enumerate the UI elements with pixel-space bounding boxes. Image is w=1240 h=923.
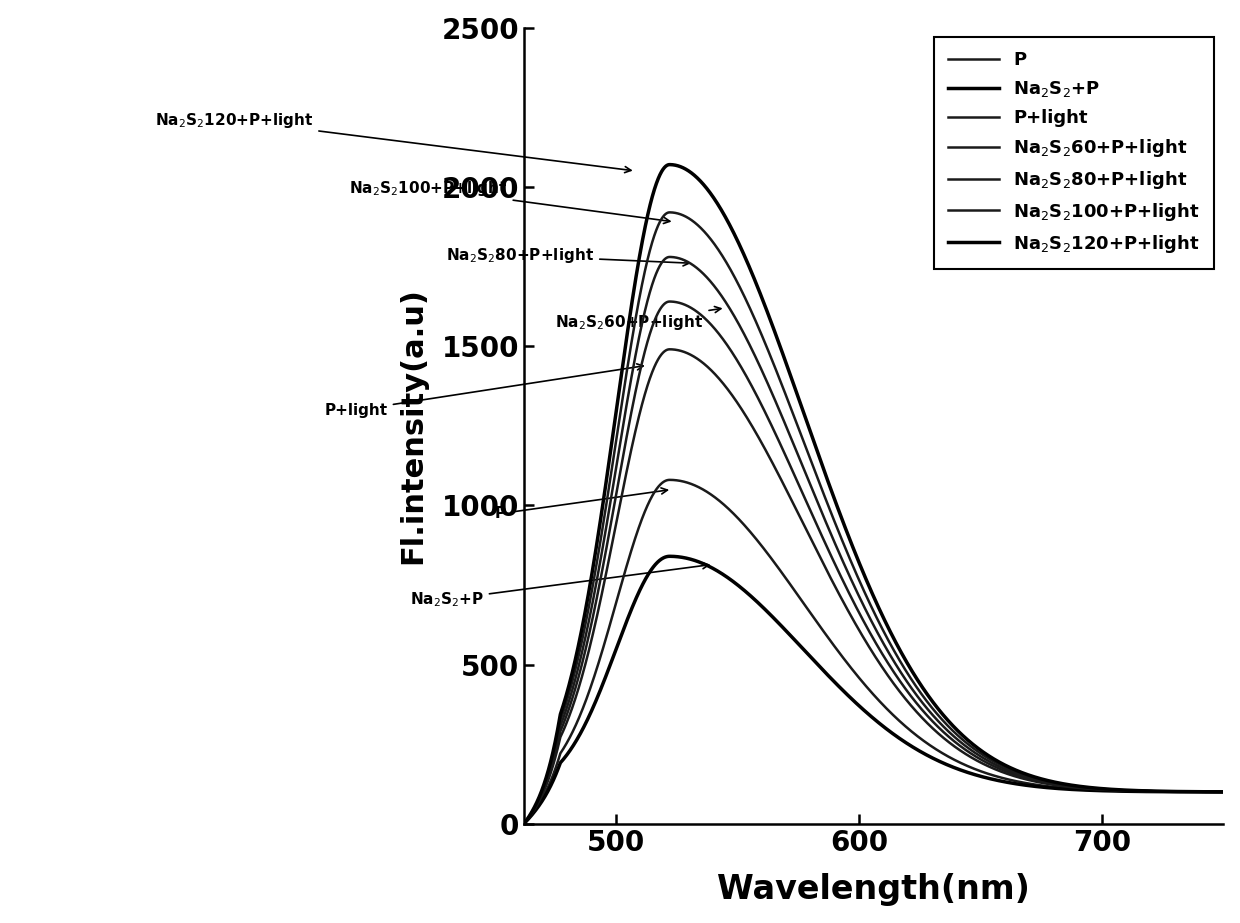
Text: Na$_2$S$_2$80+P+light: Na$_2$S$_2$80+P+light <box>446 246 689 266</box>
Text: Na$_2$S$_2$60+P+light: Na$_2$S$_2$60+P+light <box>556 306 720 332</box>
Legend: P, Na$_2$S$_2$+P, P+light, Na$_2$S$_2$60+P+light, Na$_2$S$_2$80+P+light, Na$_2$S: P, Na$_2$S$_2$+P, P+light, Na$_2$S$_2$60… <box>934 37 1214 270</box>
Text: Na$_2$S$_2$120+P+light: Na$_2$S$_2$120+P+light <box>155 111 631 173</box>
Text: P: P <box>495 488 667 521</box>
Text: P+light: P+light <box>325 364 644 417</box>
Text: Na$_2$S$_2$+P: Na$_2$S$_2$+P <box>409 563 709 609</box>
Text: Na$_2$S$_2$100+P+light: Na$_2$S$_2$100+P+light <box>348 179 670 223</box>
Y-axis label: Fl.intensity(a.u): Fl.intensity(a.u) <box>398 287 428 564</box>
X-axis label: Wavelength(nm): Wavelength(nm) <box>717 873 1030 906</box>
